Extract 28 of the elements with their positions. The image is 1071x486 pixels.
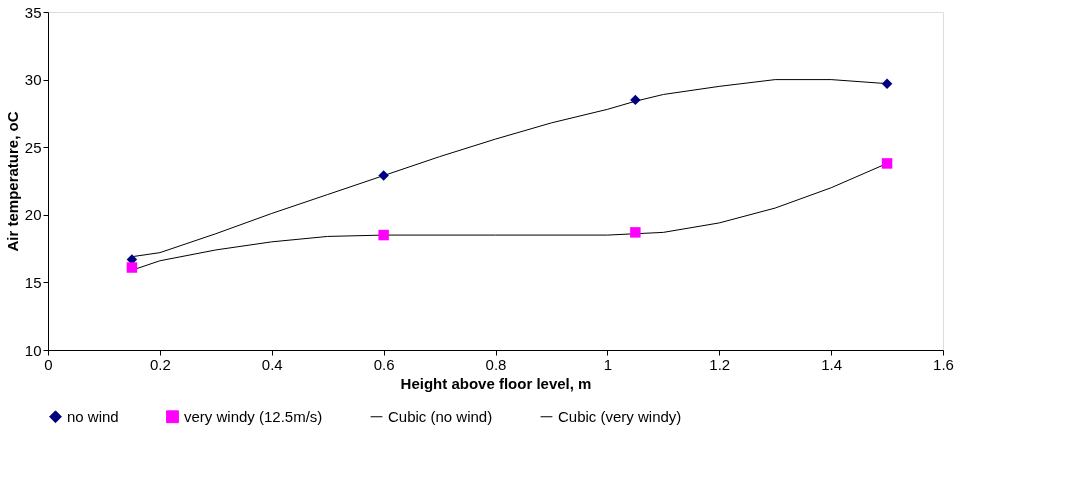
- x-tick-label: 1: [603, 355, 613, 373]
- x-tick-label: 0.2: [149, 355, 171, 373]
- legend-label: Cubic (no wind): [388, 407, 493, 425]
- y-tick-label: 15: [24, 273, 42, 291]
- y-tick-label: 30: [24, 71, 42, 89]
- x-tick-label: 0: [44, 355, 53, 373]
- point: [630, 227, 641, 238]
- point: [881, 158, 893, 169]
- point: [630, 94, 641, 106]
- x-tick-label: 0.8: [485, 355, 507, 373]
- legend-label: no wind: [67, 407, 119, 425]
- x-tick-label: 1.4: [821, 355, 843, 373]
- point: [126, 262, 138, 273]
- y-tick-label: 25: [24, 138, 42, 156]
- legend-label: Cubic (very windy): [558, 407, 682, 425]
- x-axis-title: Height above floor level, m: [400, 374, 592, 392]
- y-tick-label: 10: [24, 341, 42, 359]
- x-tick-label: 1.6: [933, 355, 954, 373]
- x-tick-label: 0.4: [261, 355, 283, 373]
- x-tick-label: 1.2: [709, 355, 731, 373]
- y-tick-label: 20: [24, 206, 42, 224]
- x-tick-label: 0.6: [373, 355, 395, 373]
- y-axis-title: Air temperature, oC: [3, 111, 21, 252]
- y-tick-label: 35: [24, 3, 42, 21]
- legend-label: very windy (12.5m/s): [184, 407, 323, 425]
- point: [378, 170, 389, 181]
- point: [378, 229, 389, 241]
- point: [881, 78, 893, 89]
